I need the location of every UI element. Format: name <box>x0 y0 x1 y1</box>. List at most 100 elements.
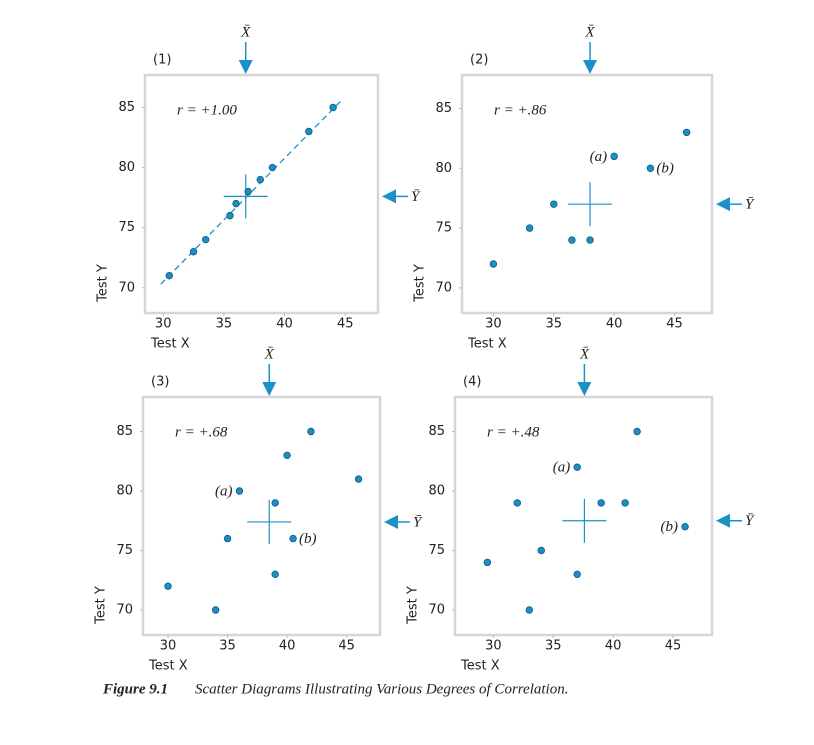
point <box>610 152 618 161</box>
point <box>256 175 264 184</box>
point <box>226 211 234 220</box>
x-mean-label: X̄ <box>584 24 595 40</box>
y-tick-label: 80 <box>116 484 133 499</box>
x-mean-arrow-head <box>583 60 598 74</box>
y-tick-label: 85 <box>428 424 445 439</box>
x-tick-label: 35 <box>546 317 563 332</box>
x-axis-label: Test X <box>467 337 507 352</box>
x-tick-label: 30 <box>485 317 502 332</box>
point <box>354 475 363 483</box>
point-label: (b) <box>656 161 674 177</box>
x-tick-label: 45 <box>665 639 682 654</box>
x-mean-arrow-head <box>262 382 277 396</box>
y-axis-label: Test Y <box>406 586 421 625</box>
y-mean-arrow-head <box>384 514 398 529</box>
point <box>283 451 291 460</box>
correlation-label: r = +.68 <box>175 424 228 440</box>
panel-label: (2) <box>470 53 488 68</box>
point <box>289 534 297 543</box>
y-tick-label: 80 <box>428 484 445 499</box>
point <box>232 199 240 208</box>
point <box>271 499 279 507</box>
x-mean-arrow-head <box>238 60 253 74</box>
point <box>489 260 498 268</box>
point <box>307 427 315 436</box>
x-axis-label: Test X <box>148 659 188 674</box>
panel-label: (1) <box>153 53 171 68</box>
y-tick-label: 80 <box>435 161 452 176</box>
figure-label: Figure 9.1 <box>102 681 168 697</box>
x-tick-label: 40 <box>276 317 293 332</box>
plot-frame <box>453 395 714 637</box>
plot-frame <box>460 73 714 315</box>
y-tick-label: 70 <box>118 280 135 295</box>
y-tick-label: 75 <box>435 221 452 236</box>
point <box>633 427 641 436</box>
x-tick-label: 40 <box>279 639 296 654</box>
point <box>525 606 533 614</box>
y-mean-label: Ȳ <box>411 189 421 205</box>
y-mean-label: Ȳ <box>745 197 755 213</box>
y-tick-label: 80 <box>118 160 135 175</box>
point <box>211 606 220 614</box>
x-tick-label: 45 <box>666 317 683 332</box>
point <box>513 499 522 507</box>
x-tick-label: 35 <box>545 639 562 654</box>
plot-frame <box>143 73 380 315</box>
point <box>244 187 252 196</box>
point <box>646 164 655 172</box>
y-tick-label: 70 <box>428 603 445 618</box>
point <box>189 247 198 256</box>
point-label: (b) <box>661 519 679 535</box>
y-mean-arrow-head <box>382 189 396 204</box>
x-tick-label: 45 <box>338 639 355 654</box>
x-mean-label: X̄ <box>579 346 590 362</box>
point <box>164 582 172 590</box>
y-tick-label: 85 <box>116 424 133 439</box>
y-tick-label: 70 <box>435 280 452 295</box>
x-tick-label: 35 <box>219 639 236 654</box>
x-axis-label: Test X <box>150 337 190 352</box>
x-tick-label: 30 <box>160 639 177 654</box>
point <box>537 546 545 555</box>
point <box>271 570 279 579</box>
point <box>568 236 576 244</box>
y-tick-label: 75 <box>116 543 133 558</box>
y-mean-label: Ȳ <box>413 514 423 530</box>
y-axis-label: Test Y <box>94 586 109 625</box>
point <box>573 570 581 579</box>
point <box>329 103 337 112</box>
y-tick-label: 75 <box>428 543 445 558</box>
x-tick-label: 30 <box>155 317 172 332</box>
point <box>223 534 232 543</box>
point <box>597 499 605 507</box>
y-tick-label: 70 <box>116 603 133 618</box>
plot-frame <box>141 395 382 637</box>
point-label: (a) <box>215 483 233 499</box>
correlation-label: r = +1.00 <box>177 102 237 118</box>
y-tick-label: 75 <box>118 220 135 235</box>
y-axis-label: Test Y <box>96 264 111 303</box>
x-tick-label: 30 <box>485 639 502 654</box>
point <box>525 224 534 232</box>
y-axis-label: Test Y <box>413 264 428 303</box>
panel-label: (3) <box>151 375 169 390</box>
point <box>483 558 492 567</box>
y-mean-label: Ȳ <box>745 513 755 529</box>
point <box>305 127 313 136</box>
point <box>681 523 689 531</box>
point <box>573 463 581 471</box>
x-tick-label: 40 <box>605 639 622 654</box>
correlation-label: r = +.86 <box>494 102 547 118</box>
point <box>621 499 629 507</box>
x-mean-arrow-head <box>577 382 592 396</box>
y-tick-label: 85 <box>118 100 135 115</box>
x-mean-label: X̄ <box>240 24 251 40</box>
correlation-label: r = +.48 <box>487 424 540 440</box>
x-tick-label: 45 <box>337 317 354 332</box>
point <box>165 272 173 280</box>
point-label: (a) <box>553 460 571 476</box>
point <box>586 236 594 244</box>
